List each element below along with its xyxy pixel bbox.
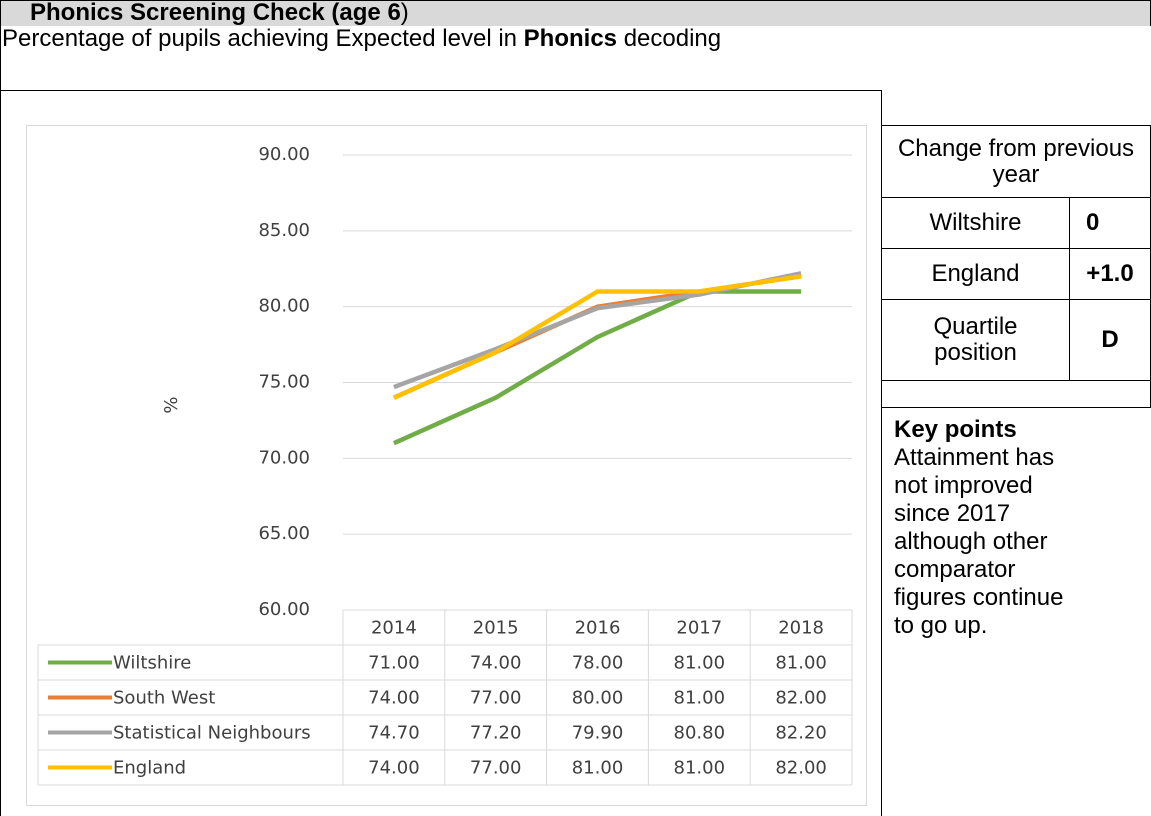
chart: % 60.00 65.00 70.00 75.00 80.00 85.00 90.00 201…	[26, 125, 867, 806]
legend-label: South West	[113, 688, 215, 709]
border	[1069, 197, 1070, 380]
border	[0, 90, 882, 91]
x-tick-label: 2018	[778, 618, 824, 639]
side-heading: Change from previous year	[897, 134, 1135, 188]
row-value: 0	[1086, 209, 1100, 236]
table-value: 74.00	[470, 653, 522, 674]
border	[881, 90, 882, 816]
table-value: 74.70	[368, 723, 420, 744]
y-tick-label: 90.00	[258, 144, 310, 165]
title-bold: Phonics Screening Check (age 6	[30, 0, 401, 26]
row-label: Quartile position	[933, 313, 1018, 366]
table-value: 79.90	[572, 723, 624, 744]
table-value: 77.00	[470, 688, 522, 709]
key-heading: Key points	[894, 416, 1017, 443]
border	[881, 125, 1151, 126]
table-value: 81.00	[572, 758, 624, 779]
legend-label: Statistical Neighbours	[113, 723, 311, 744]
x-tick-label: 2016	[575, 618, 621, 639]
y-tick-label: 70.00	[258, 447, 310, 468]
table-value: 81.00	[674, 653, 726, 674]
y-tick-label: 60.00	[258, 599, 310, 620]
table-value: 81.00	[674, 688, 726, 709]
series-line	[392, 289, 802, 446]
legend-label: England	[113, 758, 186, 779]
x-tick-label: 2015	[473, 618, 519, 639]
row-value: D	[1101, 326, 1119, 353]
border	[0, 0, 1151, 1]
table-value: 80.80	[674, 723, 726, 744]
table-value: 80.00	[572, 688, 624, 709]
chart-frame	[26, 125, 867, 806]
row-value: +1.0	[1086, 260, 1134, 287]
table-value: 81.00	[775, 653, 827, 674]
border	[881, 197, 1151, 198]
border	[881, 380, 1151, 381]
y-axis-label: %	[161, 396, 182, 413]
title-band	[0, 0, 1151, 26]
subtitle-text: decoding	[617, 25, 722, 52]
table-value: 77.20	[470, 723, 522, 744]
table-value: 82.00	[775, 758, 827, 779]
border	[881, 407, 1151, 408]
row-label: Wiltshire	[929, 209, 1022, 236]
row-label: England	[931, 260, 1020, 287]
table-value: 82.20	[775, 723, 827, 744]
subtitle-bold: Phonics	[523, 25, 618, 52]
y-tick-label: 80.00	[258, 296, 310, 317]
subtitle-text: Percentage of pupils achieving Expected …	[2, 25, 524, 52]
key-text: Attainment has not improved since 2017 a…	[894, 444, 1064, 639]
title: Phonics Screening Check (age 6)	[30, 0, 409, 26]
title-rest: )	[400, 0, 409, 26]
table-value: 71.00	[368, 653, 420, 674]
table-value: 82.00	[775, 688, 827, 709]
y-tick-label: 85.00	[258, 220, 310, 241]
border	[881, 248, 1151, 249]
table-value: 78.00	[572, 653, 624, 674]
table-value: 74.00	[368, 758, 420, 779]
subtitle: Percentage of pupils achieving Expected …	[2, 26, 721, 52]
x-tick-label: 2014	[371, 618, 417, 639]
x-tick-label: 2017	[676, 618, 722, 639]
legend-label: Wiltshire	[113, 653, 191, 674]
table-value: 77.00	[470, 758, 522, 779]
table-value: 74.00	[368, 688, 420, 709]
border	[881, 299, 1151, 300]
border	[0, 0, 1, 816]
y-tick-label: 75.00	[258, 372, 310, 393]
y-tick-label: 65.00	[258, 523, 310, 544]
table-value: 81.00	[674, 758, 726, 779]
series-line	[392, 274, 802, 400]
